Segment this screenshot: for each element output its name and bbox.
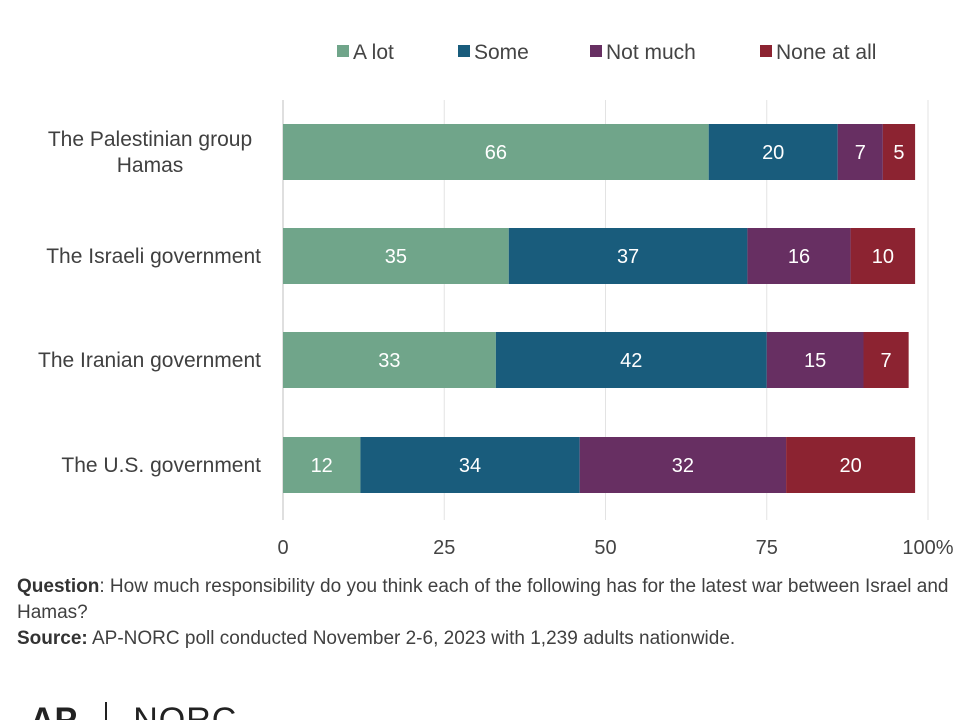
bar-segment [579, 437, 787, 493]
data-label: 10 [872, 246, 894, 268]
data-label: 20 [839, 455, 861, 477]
bar-segment [495, 332, 767, 388]
x-tick-label: 0 [277, 537, 288, 559]
source-text: AP-NORC poll conducted November 2-6, 202… [87, 628, 736, 649]
legend-label: A lot [353, 41, 394, 64]
bar-segment [283, 437, 361, 493]
ap-norc-logo: AP NORC [30, 702, 237, 720]
data-label: 7 [855, 142, 866, 164]
data-label: 7 [881, 350, 892, 372]
bar-segment [882, 124, 916, 180]
category-label: The Iranian government [38, 349, 261, 372]
data-label: 66 [485, 142, 507, 164]
bar-segment [766, 332, 864, 388]
legend-swatch [458, 45, 470, 57]
x-tick-label: 25 [433, 537, 455, 559]
data-label: 5 [893, 142, 904, 164]
data-label: 12 [311, 455, 333, 477]
data-label: 16 [788, 246, 810, 268]
category-label: Hamas [117, 154, 184, 177]
bar-segment [360, 437, 580, 493]
category-label: The U.S. government [61, 454, 261, 477]
category-label: The Israeli government [46, 245, 261, 268]
x-tick-label: 75 [756, 537, 778, 559]
legend-label: None at all [776, 41, 876, 64]
bar-segment [283, 124, 709, 180]
data-label: 42 [620, 350, 642, 372]
legend-swatch [760, 45, 772, 57]
data-label: 34 [459, 455, 481, 477]
ap-logo-text: AP [30, 702, 77, 720]
bar-segment [850, 228, 916, 284]
bar-segment [863, 332, 909, 388]
legend-swatch [590, 45, 602, 57]
data-label: 35 [385, 246, 407, 268]
x-tick-label: 50 [594, 537, 616, 559]
chart-footer: Question: How much responsibility do you… [17, 574, 967, 652]
bar-segment [747, 228, 851, 284]
source-label: Source: [17, 628, 88, 649]
bar-segment [283, 332, 496, 388]
legend-label: Not much [606, 41, 696, 64]
question-note: Question: How much responsibility do you… [17, 574, 967, 626]
norc-logo-text: NORC [133, 702, 237, 720]
source-note: Source: AP-NORC poll conducted November … [17, 626, 967, 652]
question-label: Question [17, 576, 100, 597]
data-label: 33 [378, 350, 400, 372]
x-tick-label: 100% [902, 537, 953, 559]
bar-segment [283, 228, 509, 284]
bar-segment [786, 437, 916, 493]
category-label: The Palestinian group [48, 128, 252, 151]
logo-divider [105, 702, 108, 720]
question-text: : How much responsibility do you think e… [17, 576, 949, 623]
data-label: 20 [762, 142, 784, 164]
bar-segment [708, 124, 838, 180]
bar-segment [837, 124, 883, 180]
bar-segment [508, 228, 748, 284]
legend-swatch [337, 45, 349, 57]
data-label: 15 [804, 350, 826, 372]
data-label: 37 [617, 246, 639, 268]
legend-label: Some [474, 41, 529, 64]
data-label: 32 [672, 455, 694, 477]
